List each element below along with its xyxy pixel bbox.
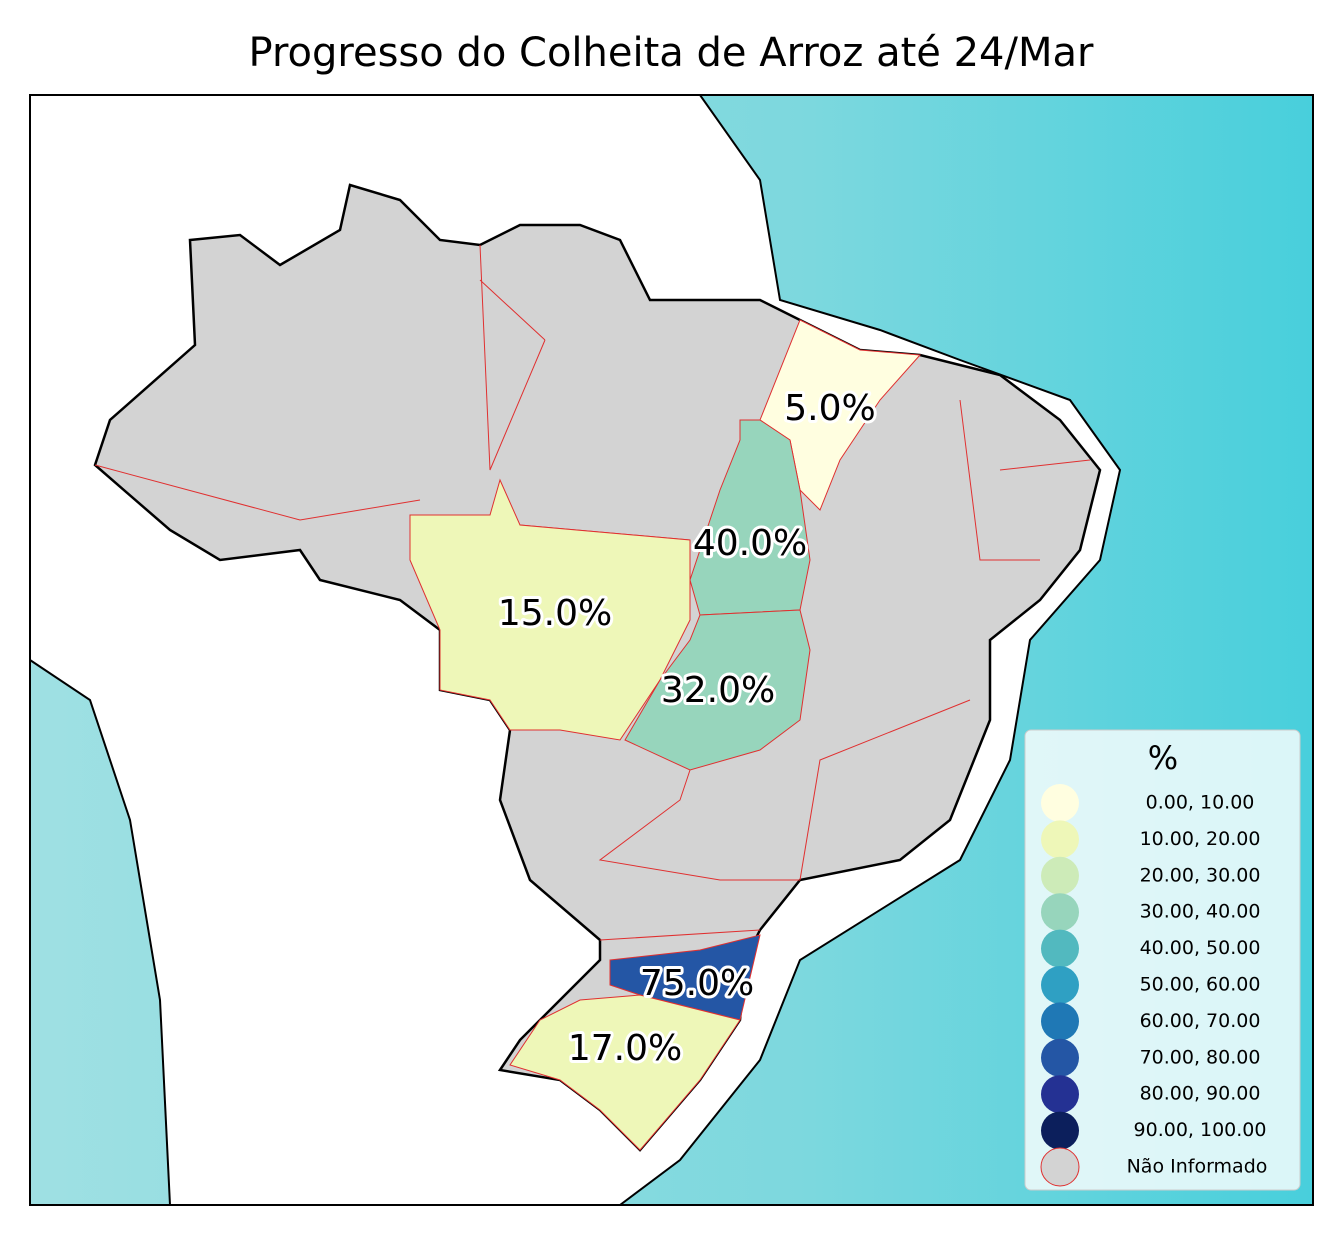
region xyxy=(624,609,811,771)
region xyxy=(409,478,691,741)
region-label: 40.0% xyxy=(693,523,807,564)
legend-swatch xyxy=(1041,929,1079,968)
labels: 5.0% 40.0% 15.0% 32.0% 75.0% 17.0% xyxy=(495,385,879,1072)
legend-swatch xyxy=(1040,1147,1080,1187)
map-body: 5.0% 40.0% 15.0% 32.0% 75.0% 17.0% xyxy=(30,95,1313,1205)
legend-swatch xyxy=(1041,966,1079,1004)
legend-label: 70.00, 80.00 xyxy=(1140,1046,1261,1068)
legend-swatch xyxy=(1041,1075,1079,1114)
legend-label: 10.00, 20.00 xyxy=(1140,828,1261,850)
regions xyxy=(409,319,922,1151)
legend-label: 0.00, 10.00 xyxy=(1146,792,1255,814)
region-label: 5.0% xyxy=(784,388,875,429)
legend-label: 60.00, 70.00 xyxy=(1140,1010,1261,1032)
legend-label: 30.00, 40.00 xyxy=(1140,901,1261,923)
legend-swatch xyxy=(1041,1111,1079,1150)
legend-swatch xyxy=(1041,1002,1079,1041)
legend-swatch xyxy=(1041,1038,1079,1077)
legend-title: % xyxy=(1148,739,1178,777)
legend-swatch xyxy=(1041,820,1079,859)
legend-label: 40.00, 50.00 xyxy=(1140,937,1261,959)
region xyxy=(509,994,741,1151)
legend-label: Não Informado xyxy=(1127,1156,1268,1178)
legend-label: 80.00, 90.00 xyxy=(1140,1083,1261,1105)
frame xyxy=(29,94,1314,1206)
legend-label: 90.00, 100.00 xyxy=(1134,1119,1267,1141)
legend-label: 20.00, 30.00 xyxy=(1140,864,1261,886)
legend-label: 50.00, 60.00 xyxy=(1140,974,1261,996)
region-label: 32.0% xyxy=(661,670,775,711)
region-label: 15.0% xyxy=(498,593,612,634)
legend-box xyxy=(1024,729,1301,1191)
legend-swatch xyxy=(1041,856,1079,895)
map-title: Progresso do Colheita de Arroz até 24/Ma… xyxy=(249,30,1094,76)
legend: 0.00, 10.00 10.00, 20.00 20.00, 30.00 30.00… xyxy=(1040,784,1268,1187)
region-label: 17.0% xyxy=(568,1028,682,1069)
legend-swatch xyxy=(1041,784,1079,822)
legend-swatch xyxy=(1041,893,1079,932)
region-label: 75.0% xyxy=(640,963,754,1004)
